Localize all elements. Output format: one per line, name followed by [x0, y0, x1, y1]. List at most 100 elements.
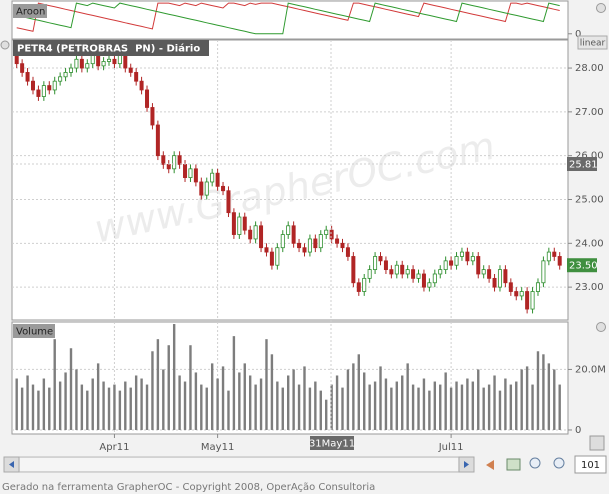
volume-bar	[428, 390, 431, 430]
volume-bar	[308, 387, 312, 430]
close-price[interactable]	[0, 40, 10, 50]
volume-bar	[411, 384, 415, 430]
volume-bar	[498, 390, 502, 430]
candle-body	[476, 256, 481, 275]
candle-body	[481, 269, 486, 275]
volume-bar	[156, 339, 160, 430]
volume-bar	[64, 372, 67, 430]
y-tick-label: 25.00	[575, 194, 604, 205]
bars-input[interactable]	[574, 455, 607, 474]
candle-body	[20, 63, 25, 73]
volume-bar	[395, 381, 398, 430]
candle-body	[215, 172, 220, 187]
arrow-left	[9, 461, 14, 468]
candle-body	[79, 58, 84, 69]
volume-bar	[259, 378, 263, 430]
candle-body	[340, 242, 345, 249]
candle-body	[47, 85, 52, 91]
icon-tools[interactable]	[589, 435, 605, 451]
volume-bar	[287, 375, 290, 430]
candle-body	[275, 247, 280, 266]
crosshair-date-bg	[310, 436, 354, 450]
volume-bar	[319, 390, 322, 430]
candle-body	[378, 256, 383, 262]
volume-bar	[352, 363, 355, 430]
volume-bar	[406, 363, 409, 430]
volume-bar	[449, 387, 453, 430]
candle-body	[25, 72, 30, 82]
volume-bar	[433, 381, 437, 430]
volume-bar	[254, 384, 257, 430]
volume-bar	[444, 372, 447, 430]
volume-bar	[384, 378, 388, 430]
volume-bar	[31, 384, 35, 430]
scale-label[interactable]: linear	[580, 39, 606, 49]
volume-bar	[53, 339, 56, 430]
volume-bar	[417, 387, 420, 430]
candle-body	[541, 260, 546, 284]
candle-body	[411, 269, 416, 279]
candle-body	[41, 85, 46, 97]
candle-body	[161, 155, 166, 165]
close-volume[interactable]	[596, 322, 606, 332]
volume-bar	[504, 378, 507, 430]
candle-body	[280, 234, 285, 249]
candle-body	[166, 164, 171, 170]
scale-button[interactable]	[577, 35, 608, 50]
volume-bar	[20, 387, 24, 430]
volume-bar	[265, 339, 268, 430]
bars-input-value[interactable]: 101	[581, 460, 600, 471]
candle-body	[226, 190, 231, 214]
candle-body	[454, 256, 459, 266]
candle-body	[427, 282, 432, 288]
volume-bar	[536, 351, 540, 430]
candle-body	[519, 291, 524, 297]
candle-body	[123, 54, 128, 69]
candle-body	[465, 251, 470, 262]
candle-body	[438, 269, 443, 275]
crosshair-date: 31May11	[309, 439, 355, 450]
candle-body	[63, 72, 68, 78]
candle-body	[432, 273, 437, 284]
candle-body	[416, 273, 421, 279]
volume-bar	[439, 384, 442, 430]
volume-bar	[379, 366, 382, 430]
volume-bar	[172, 324, 176, 430]
volume-bar	[86, 390, 89, 430]
volume-bar	[477, 369, 480, 430]
volume-bar	[210, 363, 214, 430]
icon-fit[interactable]	[506, 458, 521, 471]
icon-zoom-out[interactable]	[529, 457, 541, 469]
candle-body	[286, 225, 291, 235]
volume-bar	[303, 366, 306, 430]
icon-back[interactable]	[486, 460, 494, 470]
candle-body	[231, 212, 236, 235]
volume-bar	[113, 384, 116, 430]
candle-body	[112, 58, 117, 65]
candle-body	[421, 273, 426, 288]
candle-body	[221, 185, 226, 192]
close-aroon[interactable]	[596, 3, 606, 13]
candle-body	[525, 291, 530, 310]
candle-body	[546, 251, 551, 262]
volume-bar	[42, 378, 46, 430]
volume-bar	[482, 387, 485, 430]
volume-bar	[221, 366, 225, 430]
candle-body	[291, 225, 296, 244]
y-tick-label: 24.00	[575, 238, 604, 249]
aroon-label-bg	[13, 4, 47, 18]
crosshair-price-box	[567, 157, 597, 172]
volume-bar	[162, 369, 165, 430]
candle-body	[297, 242, 302, 249]
icon-zoom-in[interactable]	[553, 457, 565, 469]
volume-bar	[183, 381, 187, 430]
volume-bar	[194, 372, 198, 430]
aroon-line	[16, 2, 560, 32]
volume-bar	[227, 390, 230, 430]
scroll-thumb[interactable]	[20, 458, 458, 471]
volume-bar	[58, 381, 62, 430]
candle-body	[248, 229, 253, 240]
volume-bar	[525, 366, 529, 430]
plot-layer: 0 28.00 27.00 26.00 25.00 24.00 23.00 23.50 25.8…	[12, 2, 606, 438]
candle-body	[107, 58, 112, 62]
